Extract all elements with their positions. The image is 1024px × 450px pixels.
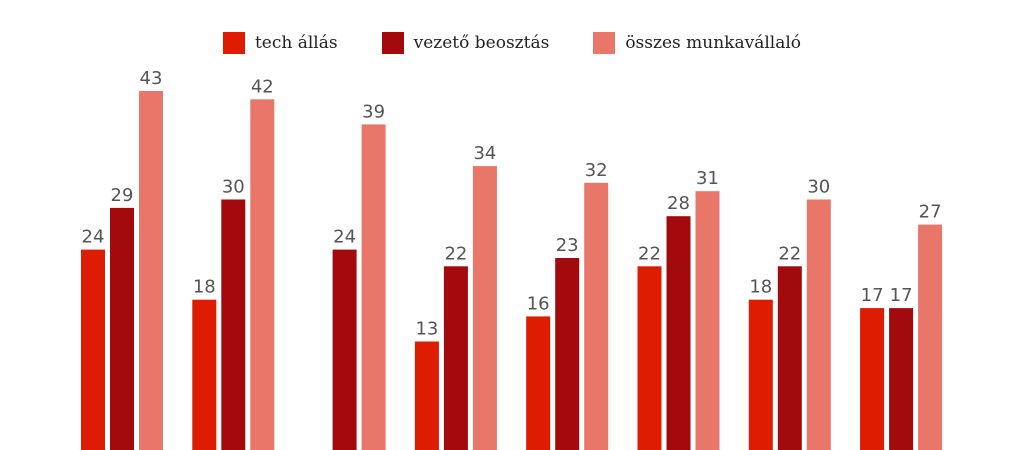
data-label-g6-s3: 31 [696, 168, 719, 189]
bar-g8-s3 [918, 224, 943, 450]
data-label-g1-s1: 24 [82, 227, 105, 248]
bar-g2-s1 [192, 299, 217, 450]
data-label-g8-s2: 17 [890, 285, 913, 306]
bar-g4-s2 [443, 266, 468, 450]
bar-g1-s1 [81, 249, 105, 450]
data-label-g1-s2: 29 [111, 185, 134, 206]
data-label-g7-s1: 18 [749, 277, 772, 298]
bar-g2-s2 [221, 199, 246, 450]
legend-label-vezeto: vezető beosztás [413, 33, 550, 53]
bar-g3-s3 [361, 124, 386, 450]
bar-g5-s2 [555, 258, 580, 450]
legend-swatch-tech [222, 32, 245, 54]
bar-g2-s3 [250, 99, 275, 450]
bar-g5-s1 [526, 316, 551, 450]
data-label-g1-s3: 43 [140, 68, 163, 89]
bar-g8-s1 [860, 308, 885, 450]
data-label-g6-s1: 22 [638, 243, 661, 264]
data-label-g3-s3: 39 [362, 101, 385, 122]
bar-g7-s1 [748, 299, 773, 450]
bar-g6-s2 [666, 216, 691, 450]
legend-swatch-vezeto [381, 32, 404, 54]
data-label-g2-s1: 18 [193, 277, 216, 298]
legend: tech állás vezető beosztás összes munkav… [0, 28, 1024, 58]
data-label-g2-s3: 42 [251, 76, 274, 97]
data-label-g4-s3: 34 [473, 143, 496, 164]
legend-label-osszes: összes munkavállaló [625, 33, 802, 53]
legend-item-tech: tech állás [222, 32, 338, 54]
data-label-g7-s3: 30 [807, 177, 830, 198]
bar-g3-s2 [332, 249, 357, 450]
data-label-g5-s2: 23 [556, 235, 579, 256]
bar-g5-s3 [584, 182, 609, 450]
bar-g6-s3 [695, 191, 720, 450]
data-label-g5-s1: 16 [527, 293, 550, 314]
bar-g7-s2 [777, 266, 802, 450]
bar-g4-s3 [472, 166, 497, 450]
data-label-g3-s2: 24 [333, 227, 356, 248]
bar-g1-s3 [139, 91, 163, 450]
data-label-g6-s2: 28 [667, 193, 690, 214]
bar-g7-s3 [806, 199, 831, 450]
bar-g1-s2 [110, 207, 134, 450]
bar-g6-s1 [637, 266, 662, 450]
data-label-g8-s3: 27 [919, 202, 942, 223]
bar-g4-s1 [414, 341, 439, 450]
data-label-g7-s2: 22 [778, 243, 801, 264]
legend-swatch-osszes [593, 32, 616, 54]
data-label-g4-s2: 22 [444, 243, 467, 264]
data-label-g8-s1: 17 [861, 285, 884, 306]
legend-item-vezeto: vezető beosztás [381, 32, 550, 54]
data-label-g2-s2: 30 [222, 177, 245, 198]
data-label-g4-s1: 13 [415, 319, 438, 340]
legend-label-tech: tech állás [254, 33, 338, 53]
data-label-g5-s3: 32 [585, 160, 608, 181]
bar-g8-s2 [889, 308, 914, 450]
legend-item-osszes: összes munkavállaló [593, 32, 801, 54]
